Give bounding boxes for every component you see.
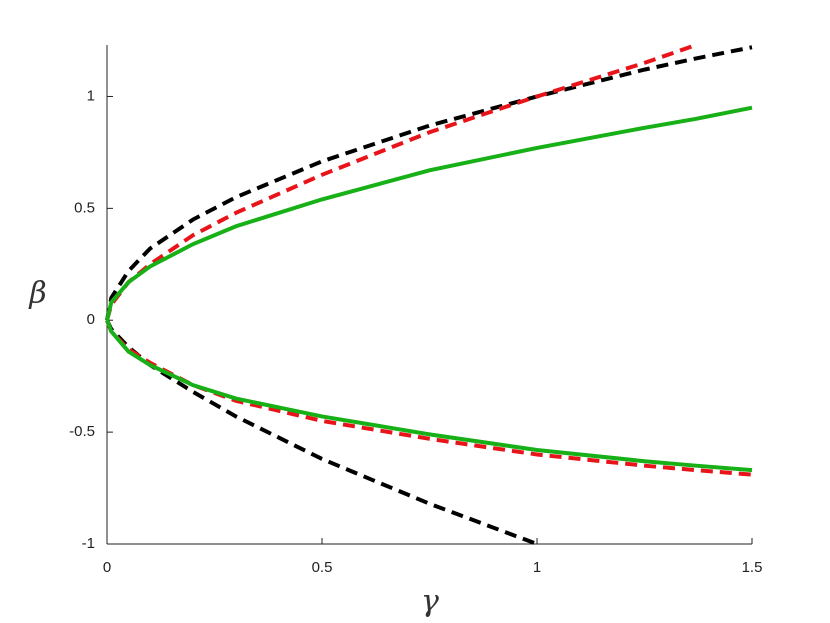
line	[105, 319, 753, 473]
y-tick-label: 0	[87, 311, 95, 328]
line	[105, 45, 753, 321]
x-tick-label: 1.5	[742, 559, 763, 576]
y-tick-label: -1	[82, 535, 95, 552]
y-axis-label: β	[28, 276, 46, 311]
x-tick-label: 1	[533, 559, 541, 576]
y-tick-label: 1	[87, 87, 95, 104]
y-tick-label: 0.5	[74, 199, 95, 216]
x-axis-label: γ	[421, 584, 439, 619]
line	[105, 43, 697, 321]
x-tick-label: 0	[103, 559, 111, 576]
x-tick-label: 0.5	[312, 559, 333, 576]
y-tick-label: -0.5	[69, 423, 95, 440]
line	[105, 319, 538, 546]
line	[105, 105, 753, 321]
line	[105, 319, 753, 477]
